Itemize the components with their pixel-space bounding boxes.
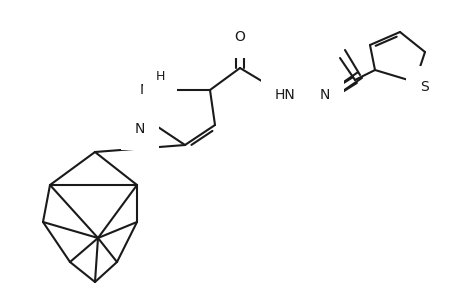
Text: O: O	[234, 30, 245, 44]
Text: N: N	[319, 88, 330, 102]
Text: H: H	[155, 70, 164, 83]
Text: N: N	[140, 83, 150, 97]
Text: N: N	[134, 122, 145, 136]
Text: HN: HN	[274, 88, 295, 102]
Text: S: S	[419, 80, 428, 94]
